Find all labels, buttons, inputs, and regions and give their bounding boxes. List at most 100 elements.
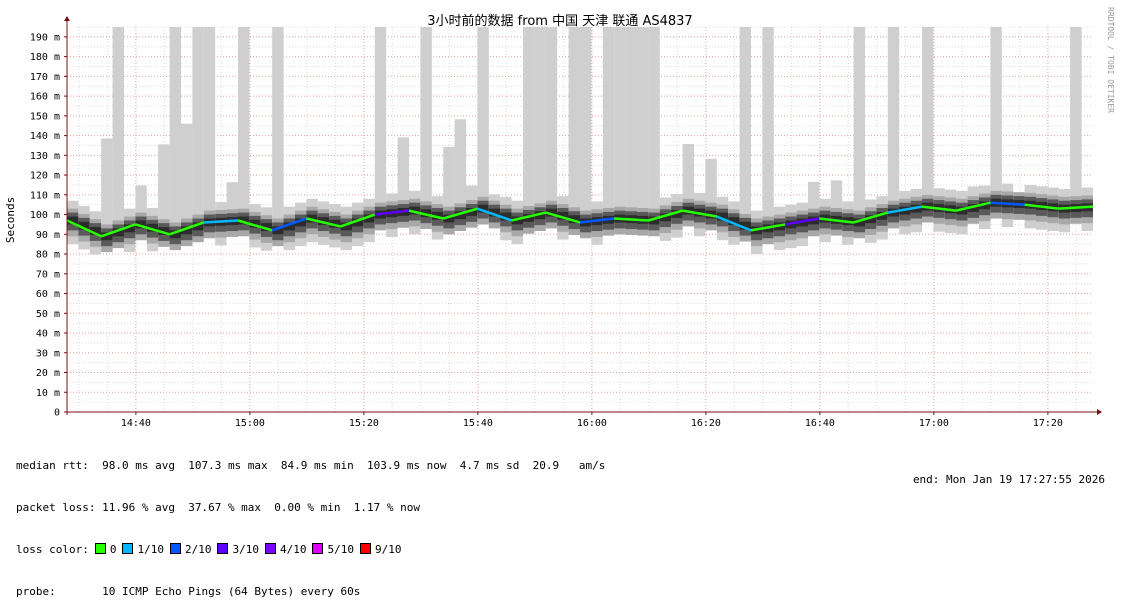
loss-color-row: loss color: 0 1/10 2/10 3/10 4/10 5/10 9/10 — [16, 543, 605, 557]
smoke-band-light — [101, 138, 113, 249]
smoke-band-light — [454, 119, 466, 228]
x-tick-label: 15:40 — [463, 418, 493, 429]
smoke-band-light — [238, 27, 250, 233]
y-tick-label: 10 m — [36, 388, 60, 399]
smoke-band-core — [329, 219, 341, 228]
loss-color-swatch — [264, 543, 276, 554]
smoke-band-light — [169, 27, 181, 247]
smoke-band-core — [853, 218, 865, 227]
smoke-band-core — [249, 219, 261, 228]
smoke-band-core — [728, 217, 740, 226]
smoke-band-light — [272, 27, 284, 243]
median-rtt-segment — [237, 219, 273, 232]
loss-color-swatch — [217, 543, 229, 554]
median-rtt-segment — [1058, 205, 1094, 210]
smoke-band-core — [352, 218, 364, 227]
smoke-band-core — [431, 211, 444, 220]
smoke-band-core — [272, 226, 284, 235]
smoke-band-core — [260, 223, 273, 232]
median-rtt-row: median rtt: 98.0 ms avg 107.3 ms max 84.… — [16, 459, 605, 473]
smoke-band-core — [181, 226, 193, 235]
y-tick-label: 20 m — [36, 368, 60, 379]
median-rtt-segment — [135, 223, 170, 236]
smoke-band-core — [124, 224, 136, 233]
smoke-band-core — [169, 230, 181, 239]
smoke-band-light — [762, 27, 774, 241]
median-rtt-stats: 98.0 ms avg 107.3 ms max 84.9 ms min 103… — [102, 459, 606, 472]
y-tick-label: 120 m — [30, 171, 60, 182]
median-rtt-segment — [203, 219, 239, 224]
y-tick-label: 190 m — [30, 32, 60, 43]
y-tick-label: 30 m — [36, 348, 60, 359]
smoke-band-core — [671, 209, 683, 218]
x-tick-label: 16:40 — [805, 418, 835, 429]
median-rtt-segment — [100, 223, 136, 238]
smoke-band-core — [979, 201, 991, 210]
x-tick-labels: 14:40 15:00 15:20 15:40 16:00 16:20 16:40 17:00… — [121, 412, 1063, 429]
y-tick-label: 180 m — [30, 52, 60, 63]
median-rtt-segment — [1024, 203, 1059, 210]
median-rtt-segment — [750, 223, 786, 232]
smoke-band-light — [990, 27, 1002, 215]
x-tick-label: 17:00 — [919, 418, 949, 429]
y-tick-label: 110 m — [30, 190, 60, 201]
smoke-band-core — [158, 227, 170, 235]
smoke-band-core — [557, 211, 569, 220]
smoke-band-core — [409, 206, 421, 215]
smoke-band-core — [659, 213, 672, 222]
loss-color-swatch-label: 9/10 — [374, 543, 402, 556]
median-rtt-segment — [66, 219, 102, 238]
median-rtt-segment — [853, 211, 889, 224]
loss-color-swatch-label: 0 — [109, 543, 117, 556]
median-rtt-segment — [511, 211, 547, 222]
smoke-band-light — [545, 27, 558, 225]
loss-color-label: loss color: — [16, 543, 89, 556]
median-rtt-segment — [374, 209, 410, 216]
smoke-band-core — [716, 212, 729, 221]
smoke-band-core — [146, 223, 159, 232]
median-rtt-segment — [476, 207, 513, 222]
y-tick-label: 80 m — [36, 250, 60, 261]
smoke-band-light — [523, 27, 535, 230]
y-tick-label: 40 m — [36, 329, 60, 340]
smoke-band-light — [443, 146, 455, 231]
smoke-band-core — [466, 207, 478, 216]
packet-loss-row: packet loss: 11.96 % avg 37.67 % max 0.0… — [16, 501, 605, 515]
smoke-band-light — [602, 27, 615, 232]
median-rtt-segment — [887, 205, 923, 214]
smoke-band-light — [203, 27, 216, 235]
smoke-band-core — [192, 222, 204, 231]
median-rtt-segment — [648, 209, 683, 222]
y-tick-label: 170 m — [30, 72, 60, 83]
smoke-band-light — [1070, 27, 1082, 220]
latency-chart: 3小时前的数据 from 中国 天津 联通 AS4837 Seconds RRD… — [4, 7, 1115, 429]
y-tick-label: 100 m — [30, 210, 60, 221]
smoke-band-core — [67, 216, 79, 225]
median-rtt-segment — [784, 217, 820, 226]
y-tick-label: 0 — [54, 408, 60, 419]
loss-color-swatch-label: 3/10 — [232, 543, 259, 556]
y-tick-label: 60 m — [36, 289, 60, 300]
smoke-band-core — [238, 216, 250, 225]
median-rtt-segment — [682, 209, 718, 218]
median-rtt-segment — [306, 217, 341, 228]
smoke-band-light — [477, 27, 489, 221]
y-tick-label: 160 m — [30, 92, 60, 103]
median-rtt-segment — [990, 201, 1025, 206]
smoke-band-light — [887, 27, 900, 225]
smoke-band-core — [295, 218, 307, 227]
smoke-band-light — [112, 27, 124, 245]
median-rtt-segment — [716, 215, 752, 232]
chart-axes — [64, 16, 1102, 415]
smoke-band-core — [956, 206, 968, 215]
legend: median rtt: 98.0 ms avg 107.3 ms max 84.… — [16, 431, 605, 613]
median-rtt-segment — [955, 201, 991, 212]
probe-text: 10 ICMP Echo Pings (64 Bytes) every 60s — [102, 585, 361, 598]
smoke-band-core — [454, 211, 466, 220]
median-rtt-segment — [579, 217, 615, 224]
loss-color-swatch-label: 2/10 — [184, 543, 212, 556]
y-tick-labels: 0 10 m 20 m 30 m 40 m 50 m 60 m 70 m 80 m 90 m 100… — [30, 32, 67, 419]
smoke-band-light — [830, 180, 843, 232]
smoke-band-light — [397, 137, 409, 224]
smoke-band-core — [78, 221, 90, 230]
